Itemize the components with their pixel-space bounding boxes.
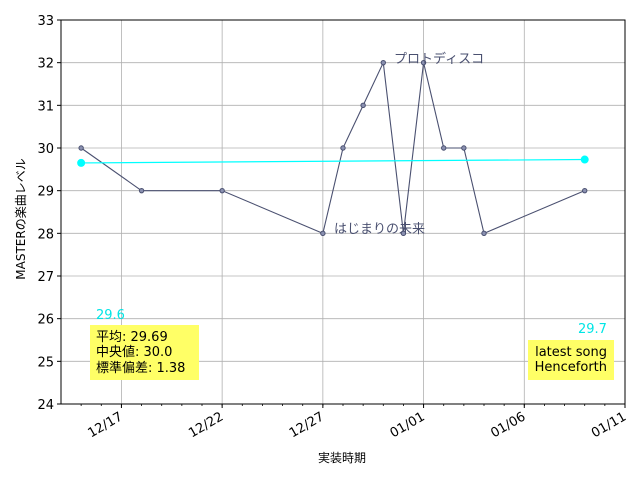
y-tick-label: 27 [37, 270, 54, 285]
y-ticks: 24 25 26 27 28 29 30 31 32 33 [37, 14, 61, 413]
annotation-proto-disco: プロトディスコ [394, 51, 484, 67]
x-axis-title: 実装時期 [318, 450, 366, 465]
x-tick-label: 01/06 [488, 409, 528, 441]
x-tick-label: 01/01 [388, 409, 428, 441]
level-point [340, 145, 346, 151]
x-tick-label: 12/27 [287, 409, 327, 441]
y-tick-label: 25 [37, 355, 54, 370]
level-point [219, 187, 225, 194]
stats-std: 標準偏差: 1.38 [96, 360, 185, 376]
y-tick-label: 32 [37, 57, 54, 72]
y-tick-label: 28 [37, 227, 54, 242]
stats-box-background [90, 325, 199, 380]
level-point [582, 187, 588, 194]
y-tick-label: 29 [37, 185, 54, 200]
x-ticks: 12/17 12/22 12/27 01/01 01/06 01/11 [80, 404, 629, 441]
stats-median: 中央値: 30.0 [96, 344, 172, 360]
x-tick-label: 12/17 [85, 409, 125, 441]
level-point [360, 102, 366, 109]
latest-song-box-background [528, 340, 614, 380]
y-tick-label: 26 [37, 313, 54, 328]
stats-box: 平均: 29.69 中央値: 30.0 標準偏差: 1.38 [90, 325, 199, 380]
latest-song-line2: Henceforth [535, 360, 607, 375]
latest-song-box: latest song Henceforth [528, 340, 614, 380]
y-tick-label: 33 [37, 14, 54, 29]
level-point [420, 59, 427, 66]
series-layer [77, 59, 589, 237]
annotation-hajimari-no-mirai: はじまりの未来 [334, 222, 425, 237]
trend-point [580, 155, 589, 164]
level-point [481, 230, 487, 237]
level-point [138, 187, 145, 194]
x-tick-label: 12/22 [186, 409, 226, 441]
trend-point [77, 158, 86, 167]
stats-mean: 平均: 29.69 [96, 330, 168, 345]
trend-line [81, 158, 585, 164]
level-point [441, 145, 447, 151]
y-tick-label: 31 [37, 99, 54, 114]
level-point [380, 59, 386, 66]
x-tick-label: 01/11 [589, 409, 629, 441]
level-point [461, 145, 467, 151]
level-point [320, 230, 326, 237]
trend-end-label: 29.7 [578, 322, 607, 337]
y-axis-title: MASTERの楽曲レベル [14, 158, 28, 279]
level-point [400, 230, 407, 237]
y-tick-label: 24 [37, 398, 54, 413]
y-tick-label: 30 [37, 142, 54, 157]
latest-song-line1: latest song [535, 345, 607, 360]
trend-start-label: 29.6 [96, 308, 125, 323]
level-point [78, 145, 84, 151]
